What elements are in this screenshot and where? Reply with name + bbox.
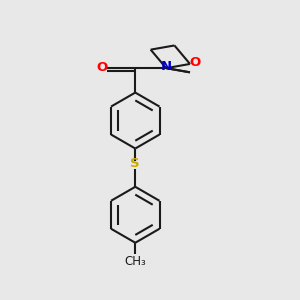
Text: CH₃: CH₃ [124, 255, 146, 268]
Text: O: O [96, 61, 108, 74]
Text: S: S [130, 157, 140, 170]
Text: O: O [190, 56, 201, 69]
Text: N: N [161, 61, 172, 74]
